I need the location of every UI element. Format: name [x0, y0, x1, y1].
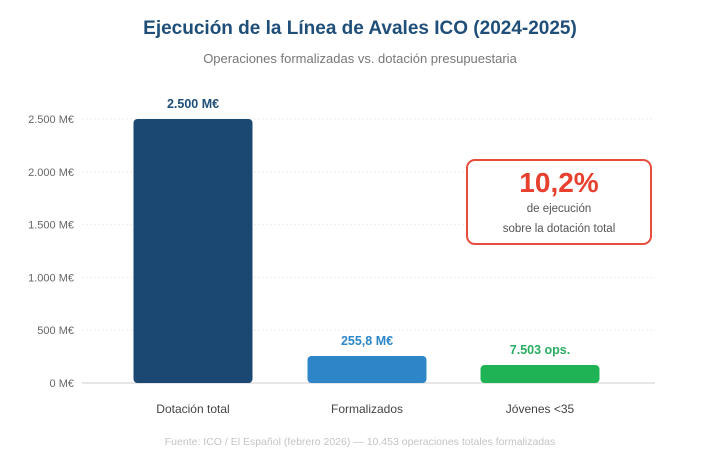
- data-label: 2.500 M€: [167, 97, 219, 111]
- source-footer: Fuente: ICO / El Español (febrero 2026) …: [164, 436, 556, 448]
- callout-line-2: sobre la dotación total: [502, 223, 616, 235]
- bar: [480, 365, 600, 383]
- x-category-label: Jóvenes <35: [506, 402, 575, 416]
- y-tick-label: 1.500 M€: [28, 220, 74, 232]
- y-tick-label: 2.500 M€: [28, 114, 74, 126]
- data-label: 7.503 ops.: [510, 343, 570, 357]
- y-tick-label: 2.000 M€: [28, 167, 74, 179]
- y-tick-label: 1.000 M€: [28, 272, 74, 284]
- x-category-label: Dotación total: [156, 402, 229, 416]
- execution-percent: 10,2%: [519, 167, 599, 198]
- bar: [133, 119, 253, 383]
- x-category-label: Formalizados: [331, 402, 403, 416]
- data-label: 255,8 M€: [341, 334, 393, 348]
- y-tick-label: 0 M€: [50, 378, 74, 390]
- bar: [307, 355, 427, 383]
- callout-line-1: de ejecución: [526, 203, 592, 215]
- y-tick-label: 500 M€: [37, 325, 74, 337]
- chart-subtitle: Operaciones formalizadas vs. dotación pr…: [203, 51, 517, 66]
- chart-title: Ejecución de la Línea de Avales ICO (202…: [143, 18, 577, 39]
- execution-callout: 10,2% de ejecución sobre la dotación tot…: [466, 159, 652, 245]
